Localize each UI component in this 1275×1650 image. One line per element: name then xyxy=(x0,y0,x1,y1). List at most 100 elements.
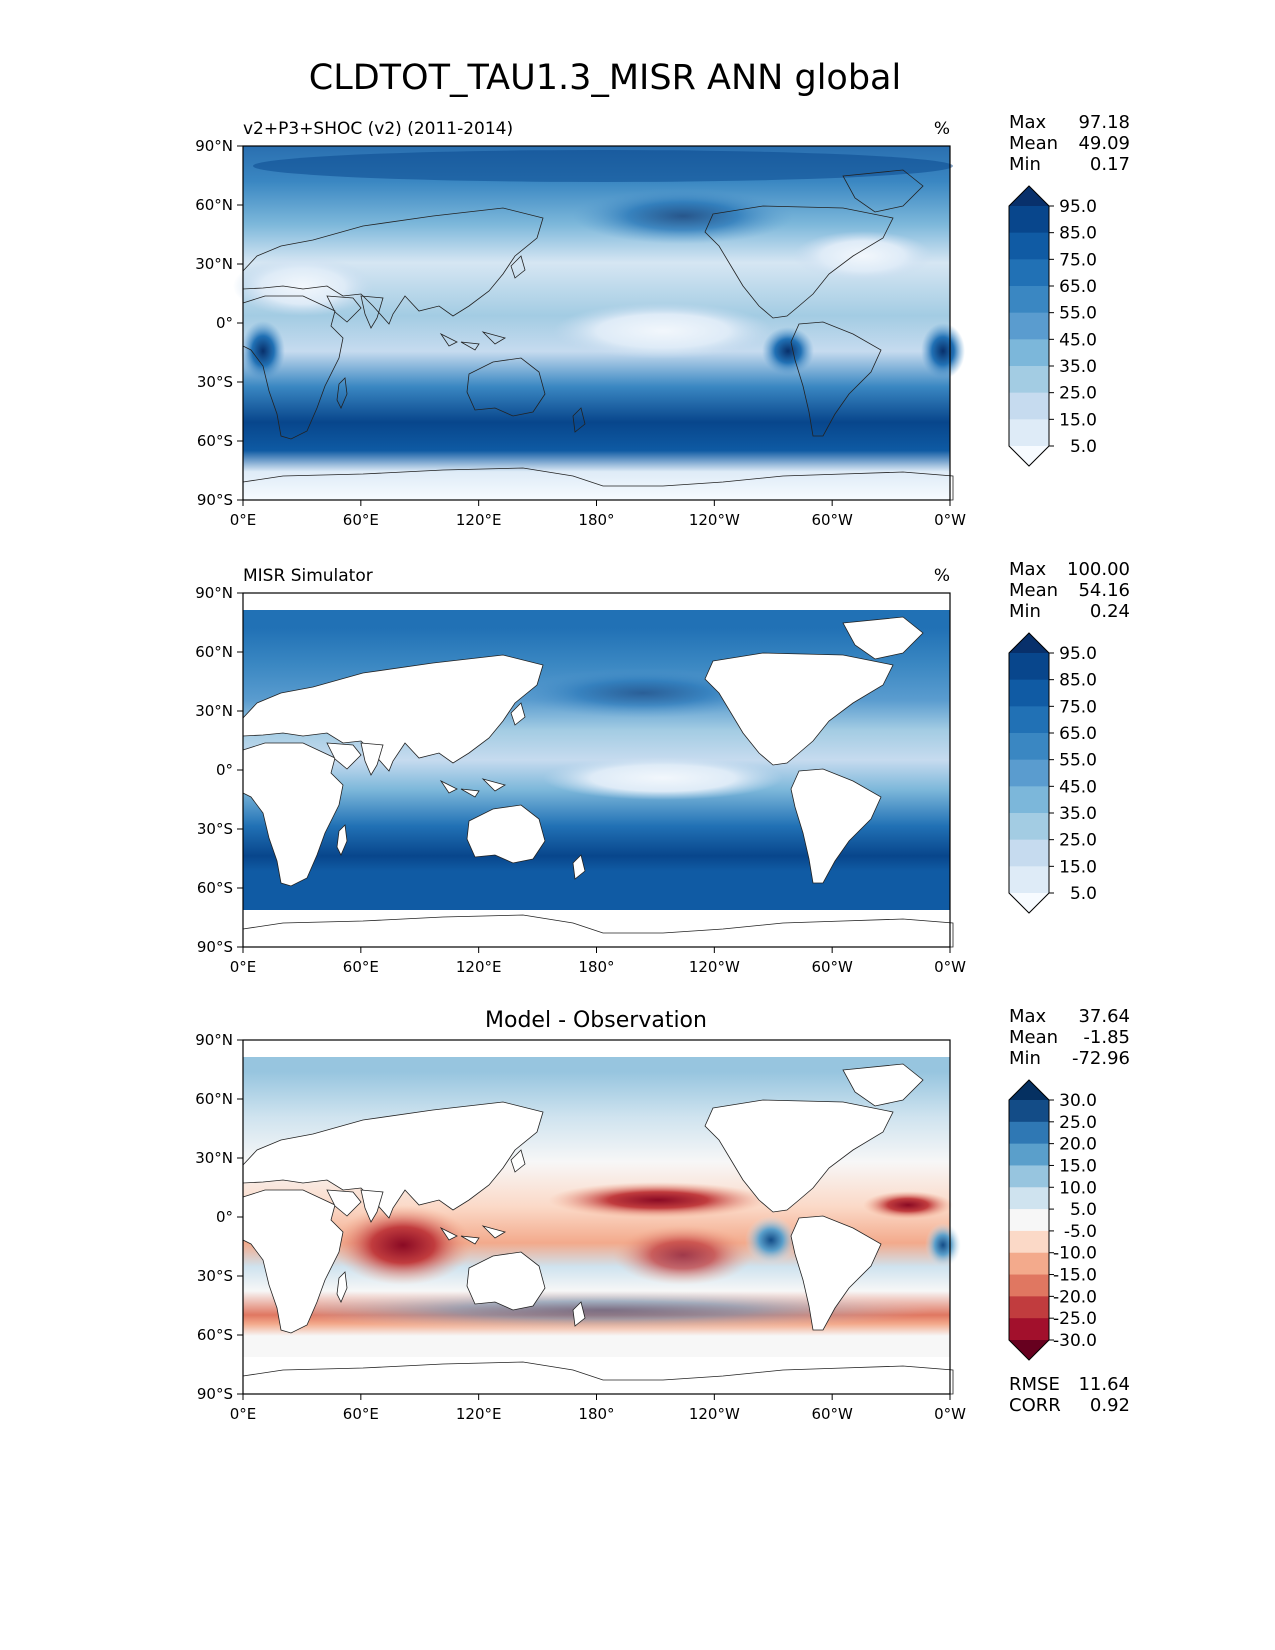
y-tick-label: 60°S xyxy=(197,879,233,897)
x-tick-label: 60°E xyxy=(343,958,379,976)
panel-title-obs: MISR Simulator xyxy=(243,566,373,586)
stat-label: Mean xyxy=(1009,1027,1058,1048)
metric-value: 11.64 xyxy=(1078,1374,1130,1395)
generated-chart-marks: 0°E 60°E 120°E 180° 120°W 60°W 0°W 90°N 60°N 30°N… xyxy=(195,112,1130,1423)
colorbar-tick-label: 75.0 xyxy=(1059,250,1097,270)
colorbar-tick-label: 20.0 xyxy=(1059,1135,1097,1155)
panel-title-model: v2+P3+SHOC (v2) (2011-2014) xyxy=(243,119,513,139)
y-tick-label: 90°N xyxy=(195,1031,233,1049)
colorbar-segment xyxy=(1009,392,1049,420)
y-tick-label: 60°N xyxy=(195,196,233,214)
field-feature xyxy=(613,1225,753,1285)
field-feature xyxy=(273,1290,933,1330)
colorbar-segment xyxy=(1009,813,1049,841)
panel-units-obs: % xyxy=(934,566,950,586)
stat-label: Min xyxy=(1009,1048,1041,1069)
colorbar-segment xyxy=(1009,339,1049,367)
colorbar-tick-label: 10.0 xyxy=(1059,1178,1097,1198)
colorbar-tick-label: -25.0 xyxy=(1053,1309,1097,1329)
y-tick-label: 60°S xyxy=(197,1326,233,1344)
metric-label: CORR xyxy=(1009,1395,1061,1416)
colorbar-tick-label: -10.0 xyxy=(1053,1244,1097,1264)
colorbar-segment xyxy=(1009,866,1049,894)
colorbar-tick-label: -5.0 xyxy=(1064,1222,1097,1242)
colorbar-tick-label: -15.0 xyxy=(1053,1266,1097,1286)
colorbar-segment xyxy=(1009,1274,1049,1297)
y-tick-label: 60°S xyxy=(197,432,233,450)
colorbar-segment xyxy=(1009,312,1049,340)
panel-obs xyxy=(242,592,954,948)
colorbar-tick-label: 45.0 xyxy=(1059,777,1097,797)
stat-value: 37.64 xyxy=(1078,1006,1130,1027)
stat-label: Max xyxy=(1009,1006,1047,1027)
colorbar-segment xyxy=(1009,1318,1049,1341)
x-tick-label: 120°W xyxy=(689,958,740,976)
colorbar-tick-label: 15.0 xyxy=(1059,857,1097,877)
y-tick-label: 90°N xyxy=(195,137,233,155)
y-tick-label: 30°S xyxy=(197,1267,233,1285)
colorbar-tick-label: 95.0 xyxy=(1059,644,1097,664)
y-tick-label: 60°N xyxy=(195,1090,233,1108)
y-tick-label: 30°N xyxy=(195,702,233,720)
colorbar-tick-label: 75.0 xyxy=(1059,697,1097,717)
x-tick-label: 180° xyxy=(578,511,614,529)
colorbar-segment xyxy=(1009,1165,1049,1188)
colorbar-segment xyxy=(1009,1121,1049,1145)
colorbar-extend-bottom xyxy=(1009,1340,1049,1360)
colorbar-segment xyxy=(1009,706,1049,734)
x-tick-label: 180° xyxy=(578,1405,614,1423)
colorbar-extend-top xyxy=(1009,186,1049,206)
field-feature xyxy=(253,150,953,182)
field-feature xyxy=(573,188,793,244)
x-tick-label: 0°W xyxy=(934,1405,966,1423)
panel-units-model: % xyxy=(934,119,950,139)
stat-label: Min xyxy=(1009,154,1041,175)
colorbar-tick-label: -20.0 xyxy=(1053,1287,1097,1307)
x-tick-label: 60°W xyxy=(811,511,853,529)
field-feature xyxy=(745,1216,797,1264)
colorbar-segment xyxy=(1009,1187,1049,1210)
colorbar-tick-label: 25.0 xyxy=(1059,831,1097,851)
field-feature xyxy=(921,323,965,379)
y-tick-label: 0° xyxy=(216,314,233,332)
colorbar-tick-label: 15.0 xyxy=(1059,1156,1097,1176)
y-tick-label: 90°S xyxy=(197,938,233,956)
stat-value: 54.16 xyxy=(1078,580,1130,601)
colorbar-segment xyxy=(1009,1296,1049,1319)
colorbar-segment xyxy=(1009,1143,1049,1166)
x-tick-label: 0°E xyxy=(230,1405,257,1423)
y-tick-label: 30°N xyxy=(195,255,233,273)
x-tick-label: 180° xyxy=(578,958,614,976)
colorbar-tick-label: 5.0 xyxy=(1070,437,1097,457)
colorbar-segment xyxy=(1009,259,1049,287)
x-tick-label: 60°E xyxy=(343,1405,379,1423)
field-feature xyxy=(543,756,783,800)
field-feature xyxy=(241,321,285,381)
colorbar-tick-label: 65.0 xyxy=(1059,724,1097,744)
colorbar-segment xyxy=(1009,286,1049,314)
colorbar-tick-label: 85.0 xyxy=(1059,224,1097,244)
colorbar-tick-label: 5.0 xyxy=(1070,884,1097,904)
x-tick-label: 60°E xyxy=(343,511,379,529)
colorbar-segment xyxy=(1009,232,1049,260)
colorbar-segment xyxy=(1009,679,1049,707)
x-tick-label: 0°W xyxy=(934,958,966,976)
colorbar-segment xyxy=(1009,733,1049,761)
colorbar-tick-label: 65.0 xyxy=(1059,277,1097,297)
panel-diff xyxy=(242,1039,961,1395)
stat-label: Max xyxy=(1009,559,1047,580)
stat-value: -72.96 xyxy=(1072,1048,1130,1069)
stat-value: 0.24 xyxy=(1090,601,1130,622)
x-tick-label: 60°W xyxy=(811,958,853,976)
y-tick-label: 60°N xyxy=(195,643,233,661)
metric-value: 0.92 xyxy=(1090,1395,1130,1416)
x-tick-label: 120°W xyxy=(689,511,740,529)
x-tick-label: 60°W xyxy=(811,1405,853,1423)
y-tick-label: 90°S xyxy=(197,1385,233,1403)
y-tick-label: 0° xyxy=(216,761,233,779)
colorbar-segment xyxy=(1009,759,1049,787)
stat-value: 0.17 xyxy=(1090,154,1130,175)
colorbar-tick-label: 25.0 xyxy=(1059,1113,1097,1133)
x-tick-label: 120°E xyxy=(456,1405,502,1423)
